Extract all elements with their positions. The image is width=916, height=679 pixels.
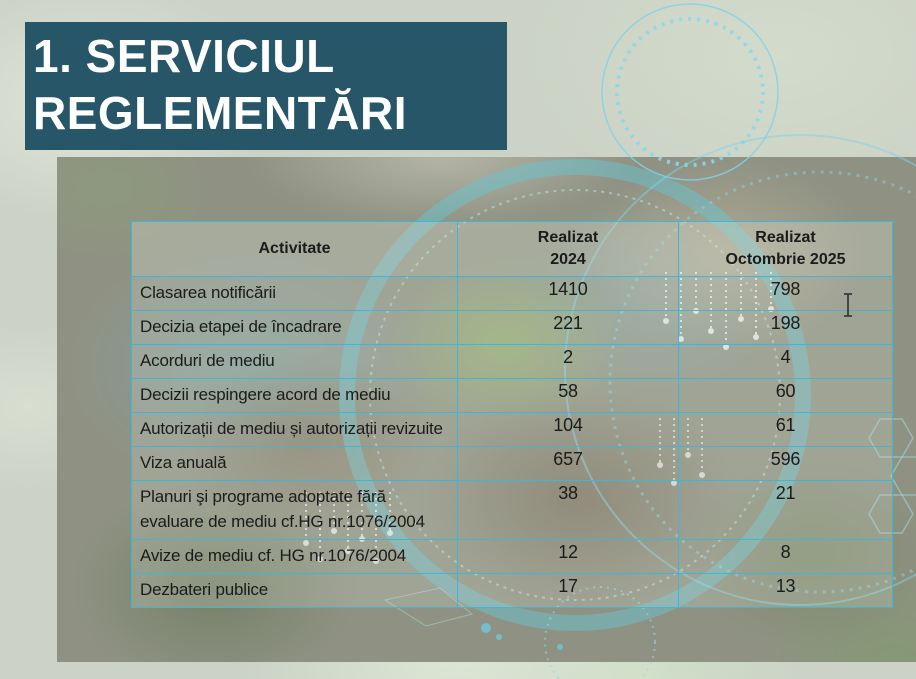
table-row: Decizia etapei de încadrare 221 198: [131, 310, 893, 345]
table-row: Viza anuală 657 596: [131, 446, 893, 481]
value-2024-cell[interactable]: 1410: [457, 276, 679, 311]
text-cursor-icon: [844, 293, 852, 317]
table-header-row: Activitate Realizat 2024 Realizat Octomb…: [131, 221, 893, 277]
value-2024-cell[interactable]: 2: [457, 344, 679, 379]
column-header-activitate[interactable]: Activitate: [131, 221, 458, 277]
value-2024-cell[interactable]: 12: [457, 539, 679, 574]
value-oct2025-cell[interactable]: 21: [678, 480, 893, 540]
activity-table-wrap: Activitate Realizat 2024 Realizat Octomb…: [131, 221, 893, 608]
header-line: Realizat: [755, 229, 816, 246]
table-row: Planuri şi programe adoptate fără evalua…: [131, 480, 893, 540]
column-header-realizat-2024[interactable]: Realizat 2024: [457, 221, 679, 277]
table-row: Avize de mediu cf. HG nr.1076/2004 12 8: [131, 539, 893, 574]
table-row: Dezbateri publice 17 13: [131, 573, 893, 608]
dotted-circle-icon: [615, 17, 765, 167]
value-oct2025-cell[interactable]: 60: [678, 378, 893, 413]
value-2024-cell[interactable]: 58: [457, 378, 679, 413]
activity-cell[interactable]: Decizii respingere acord de mediu: [131, 378, 458, 413]
slide-title-line2: REGLEMENTĂRI: [33, 87, 407, 139]
value-2024-cell[interactable]: 104: [457, 412, 679, 447]
slide-title-line1: 1. SERVICIUL: [33, 30, 335, 82]
header-line: 2024: [550, 251, 586, 268]
table-body: Clasarea notificării 1410 798 Decizia et…: [131, 276, 893, 608]
value-oct2025-cell[interactable]: 596: [678, 446, 893, 481]
activity-cell[interactable]: Viza anuală: [131, 446, 458, 481]
value-2024-cell[interactable]: 221: [457, 310, 679, 345]
activity-cell[interactable]: Clasarea notificării: [131, 276, 458, 311]
activity-cell[interactable]: Decizia etapei de încadrare: [131, 310, 458, 345]
header-line: Octombrie 2025: [725, 251, 846, 268]
table-row: Autorizații de mediu și autorizații revi…: [131, 412, 893, 447]
activity-cell[interactable]: Planuri şi programe adoptate fără evalua…: [131, 480, 458, 540]
activity-table: Activitate Realizat 2024 Realizat Octomb…: [131, 221, 893, 608]
value-2024-cell[interactable]: 38: [457, 480, 679, 540]
slide-title-box[interactable]: 1. SERVICIUL REGLEMENTĂRI: [25, 22, 507, 150]
value-2024-cell[interactable]: 17: [457, 573, 679, 608]
column-header-realizat-octombrie-2025[interactable]: Realizat Octombrie 2025: [678, 221, 893, 277]
table-row: Clasarea notificării 1410 798: [131, 276, 893, 311]
value-oct2025-cell[interactable]: 198: [678, 310, 893, 345]
value-oct2025-cell[interactable]: 4: [678, 344, 893, 379]
table-row: Decizii respingere acord de mediu 58 60: [131, 378, 893, 413]
circle-outline-icon: [601, 3, 779, 181]
activity-cell[interactable]: Autorizații de mediu și autorizații revi…: [131, 412, 458, 447]
value-2024-cell[interactable]: 657: [457, 446, 679, 481]
value-oct2025-cell[interactable]: 798: [678, 276, 893, 311]
header-line: Realizat: [537, 229, 599, 246]
table-row: Acorduri de mediu 2 4: [131, 344, 893, 379]
activity-cell[interactable]: Avize de mediu cf. HG nr.1076/2004: [131, 539, 458, 574]
activity-cell[interactable]: Acorduri de mediu: [131, 344, 458, 379]
value-oct2025-cell[interactable]: 8: [678, 539, 893, 574]
activity-cell[interactable]: Dezbateri publice: [131, 573, 458, 608]
value-oct2025-cell[interactable]: 61: [678, 412, 893, 447]
value-oct2025-cell[interactable]: 13: [678, 573, 893, 608]
